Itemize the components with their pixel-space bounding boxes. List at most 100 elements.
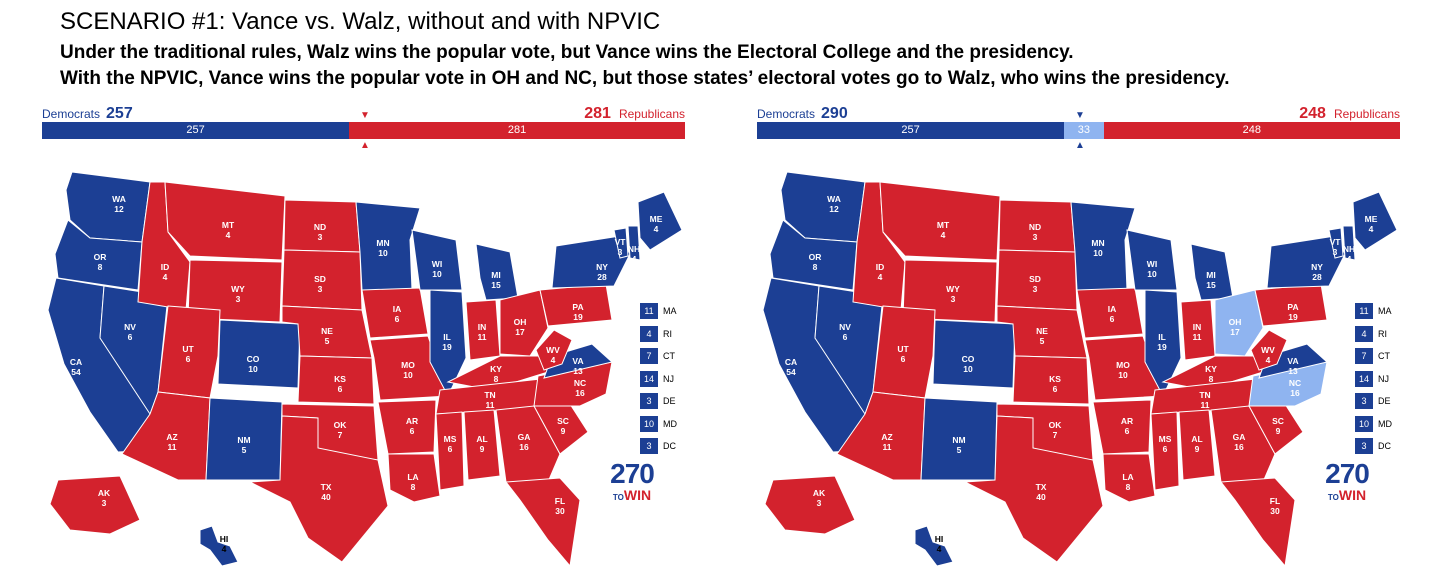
state-ms[interactable] [1150,411,1180,491]
state-wv[interactable] [1250,329,1288,371]
state-oh[interactable] [1214,289,1264,357]
state-ks[interactable] [1012,355,1090,405]
state-ev-label: 3 [102,498,107,508]
state-ks[interactable] [297,355,375,405]
rep-total: 248 [1299,105,1326,122]
state-code-label: KS [1049,374,1061,384]
state-code-label: GA [518,432,531,442]
state-ev-label: 8 [411,482,416,492]
state-wv[interactable] [535,329,573,371]
state-code-label: VA [1287,356,1298,366]
state-mt[interactable] [879,181,1001,261]
state-ia[interactable] [361,287,429,339]
state-code-label: AK [813,488,826,498]
small-state-ct[interactable]: 7 CT [640,345,700,368]
state-oh[interactable] [499,289,549,357]
state-ev-label: 6 [128,332,133,342]
small-state-nj[interactable]: 14 NJ [1355,368,1415,391]
state-ny[interactable] [1266,235,1346,289]
state-wi[interactable] [411,229,463,291]
state-ev-label: 6 [1053,384,1058,394]
state-nh[interactable] [627,225,641,261]
ev-bar: 257 281 [42,122,685,139]
state-code-label: VT [615,237,627,247]
state-ev-label: 10 [1118,370,1128,380]
state-ev-label: 40 [321,492,331,502]
state-ev-label: 3 [1033,232,1038,242]
state-me[interactable] [637,191,683,251]
state-code-label: WI [1147,259,1157,269]
state-ak[interactable] [49,475,141,535]
rep-total: 281 [584,105,611,122]
small-state-de[interactable]: 3 DE [640,390,700,413]
state-code-label: TN [1199,390,1210,400]
state-la[interactable] [387,453,441,503]
state-vt[interactable] [613,227,629,259]
state-mo[interactable] [1084,335,1164,401]
state-wy[interactable] [902,259,998,323]
state-al[interactable] [1178,409,1216,481]
small-state-ri[interactable]: 4 RI [640,323,700,346]
state-va[interactable] [543,343,614,379]
state-vt[interactable] [1328,227,1344,259]
state-ut[interactable] [157,305,221,399]
state-code-label: OK [334,420,348,430]
small-state-dc[interactable]: 3 DC [1355,435,1415,458]
state-ak[interactable] [764,475,856,535]
small-state-ma[interactable]: 11 MA [640,300,700,323]
dem-total: 290 [821,105,848,122]
state-ut[interactable] [872,305,936,399]
state-code-label: MO [401,360,415,370]
small-state-nj[interactable]: 14 NJ [640,368,700,391]
small-state-md[interactable]: 10 MD [640,413,700,436]
state-code-label: NV [124,322,136,332]
state-ny[interactable] [551,235,631,289]
state-hi[interactable] [199,525,239,567]
small-state-dc[interactable]: 3 DC [640,435,700,458]
state-or[interactable] [54,219,143,291]
state-ev-label: 4 [163,272,168,282]
state-wi[interactable] [1126,229,1178,291]
state-ev-label: 11 [486,400,495,410]
state-code-label: KS [334,374,346,384]
small-state-ma[interactable]: 11 MA [1355,300,1415,323]
small-state-md[interactable]: 10 MD [1355,413,1415,436]
state-code-label: WA [827,194,841,204]
small-state-ri[interactable]: 4 RI [1355,323,1415,346]
small-state-de[interactable]: 3 DE [1355,390,1415,413]
state-ev-label: 9 [1276,426,1281,436]
state-ev-label: 4 [1266,355,1271,365]
state-la[interactable] [1102,453,1156,503]
small-state-ct[interactable]: 7 CT [1355,345,1415,368]
state-ev-label: 16 [519,442,529,452]
state-co[interactable] [932,319,1016,389]
bar-header: Democrats 257 281 Republicans [42,105,685,123]
state-ar[interactable] [377,399,437,455]
state-or[interactable] [769,219,858,291]
state-ia[interactable] [1076,287,1144,339]
state-nh[interactable] [1342,225,1356,261]
state-code-label: WI [432,259,442,269]
state-tx[interactable] [963,415,1104,563]
state-mt[interactable] [164,181,286,261]
state-mo[interactable] [369,335,449,401]
state-ms[interactable] [435,411,465,491]
state-ev-label: 40 [1036,492,1046,502]
state-code-label: NH [628,244,640,254]
state-tx[interactable] [248,415,389,563]
state-code-label: ID [876,262,885,272]
state-fl[interactable] [505,477,581,567]
state-ev-label: 5 [325,336,330,346]
state-va[interactable] [1258,343,1329,379]
state-code-label: CA [785,357,797,367]
state-al[interactable] [463,409,501,481]
state-wy[interactable] [187,259,283,323]
state-hi[interactable] [914,525,954,567]
state-co[interactable] [217,319,301,389]
state-me[interactable] [1352,191,1398,251]
state-fl[interactable] [1220,477,1296,567]
state-ar[interactable] [1092,399,1152,455]
state-ev-label: 4 [632,254,637,264]
state-code-label: NY [1311,262,1323,272]
state-ev-label: 19 [1288,312,1298,322]
